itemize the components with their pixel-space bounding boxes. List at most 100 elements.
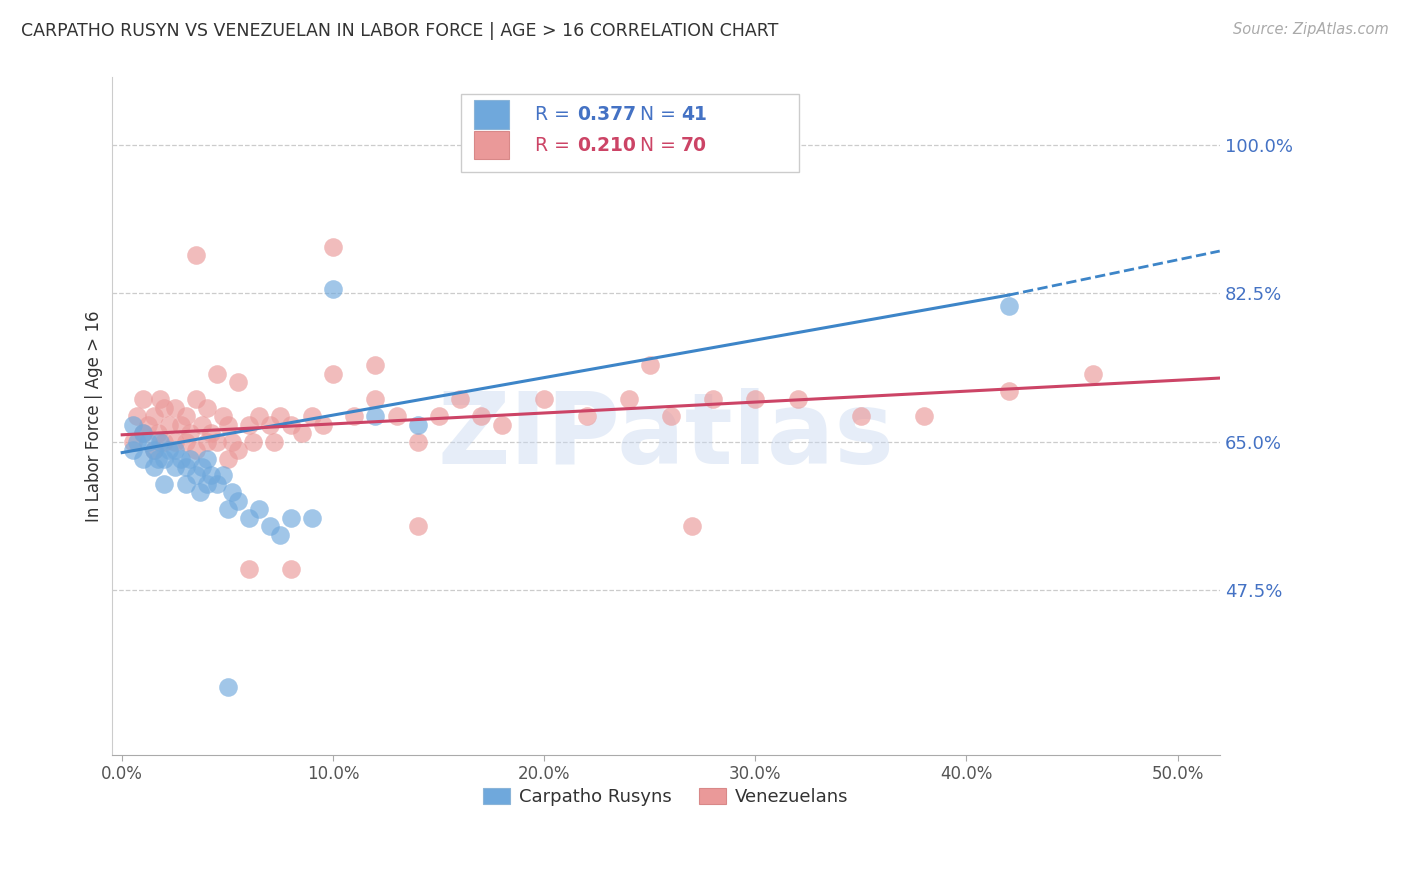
Point: [163, 401, 186, 415]
Text: R =: R =: [534, 105, 576, 124]
Point: [406, 519, 429, 533]
Text: 0.377: 0.377: [576, 105, 636, 124]
Point: [188, 485, 211, 500]
Point: [385, 409, 408, 424]
Point: [280, 510, 302, 524]
Point: [205, 367, 228, 381]
Point: [269, 409, 291, 424]
Point: [533, 392, 555, 407]
Point: [132, 426, 155, 441]
Point: [259, 519, 281, 533]
Point: [142, 460, 165, 475]
Point: [200, 468, 222, 483]
Point: [280, 561, 302, 575]
Point: [174, 434, 197, 449]
Point: [217, 451, 239, 466]
Point: [149, 392, 172, 407]
Point: [157, 443, 180, 458]
Point: [125, 409, 148, 424]
Point: [174, 460, 197, 475]
Point: [221, 485, 243, 500]
Text: R =: R =: [534, 136, 576, 154]
Point: [205, 477, 228, 491]
Point: [470, 409, 492, 424]
Point: [195, 434, 218, 449]
Point: [125, 434, 148, 449]
Point: [786, 392, 808, 407]
Point: [238, 417, 260, 432]
Point: [163, 443, 186, 458]
Point: [153, 401, 176, 415]
Point: [146, 451, 169, 466]
Point: [364, 392, 387, 407]
Point: [212, 409, 235, 424]
Point: [179, 451, 201, 466]
Point: [217, 417, 239, 432]
Text: ZIPatlas: ZIPatlas: [437, 388, 894, 485]
Point: [142, 409, 165, 424]
Point: [153, 451, 176, 466]
Point: [364, 359, 387, 373]
Point: [217, 680, 239, 694]
Point: [170, 417, 193, 432]
Point: [263, 434, 285, 449]
Point: [132, 392, 155, 407]
Point: [195, 451, 218, 466]
Point: [200, 426, 222, 441]
Point: [238, 561, 260, 575]
Point: [149, 434, 172, 449]
Point: [184, 443, 207, 458]
Point: [184, 248, 207, 262]
Point: [142, 443, 165, 458]
Point: [132, 426, 155, 441]
Point: [406, 434, 429, 449]
Legend: Carpatho Rusyns, Venezuelans: Carpatho Rusyns, Venezuelans: [475, 780, 856, 814]
Point: [322, 240, 344, 254]
Point: [153, 477, 176, 491]
Point: [681, 519, 703, 533]
Point: [322, 367, 344, 381]
Point: [638, 359, 661, 373]
Point: [849, 409, 872, 424]
Bar: [474, 101, 509, 129]
Point: [191, 417, 214, 432]
Point: [322, 282, 344, 296]
Text: N =: N =: [640, 136, 682, 154]
Point: [343, 409, 366, 424]
Point: [259, 417, 281, 432]
Point: [226, 376, 249, 390]
Point: [195, 401, 218, 415]
Text: N =: N =: [640, 105, 682, 124]
Point: [312, 417, 335, 432]
Point: [912, 409, 935, 424]
Bar: [474, 131, 509, 160]
Point: [221, 434, 243, 449]
Point: [364, 409, 387, 424]
Point: [406, 417, 429, 432]
Point: [226, 443, 249, 458]
Point: [238, 510, 260, 524]
Point: [247, 502, 270, 516]
Text: CARPATHO RUSYN VS VENEZUELAN IN LABOR FORCE | AGE > 16 CORRELATION CHART: CARPATHO RUSYN VS VENEZUELAN IN LABOR FO…: [21, 22, 779, 40]
Point: [427, 409, 450, 424]
Y-axis label: In Labor Force | Age > 16: In Labor Force | Age > 16: [86, 310, 103, 522]
Point: [191, 460, 214, 475]
Point: [153, 434, 176, 449]
Point: [291, 426, 314, 441]
Point: [184, 468, 207, 483]
Text: Source: ZipAtlas.com: Source: ZipAtlas.com: [1233, 22, 1389, 37]
Point: [997, 299, 1019, 313]
Point: [997, 384, 1019, 398]
Point: [449, 392, 471, 407]
FancyBboxPatch shape: [461, 95, 799, 172]
Point: [301, 409, 323, 424]
Point: [184, 392, 207, 407]
Text: 70: 70: [681, 136, 707, 154]
Point: [136, 434, 159, 449]
Point: [205, 434, 228, 449]
Point: [575, 409, 598, 424]
Point: [301, 510, 323, 524]
Point: [269, 527, 291, 541]
Point: [163, 434, 186, 449]
Point: [174, 409, 197, 424]
